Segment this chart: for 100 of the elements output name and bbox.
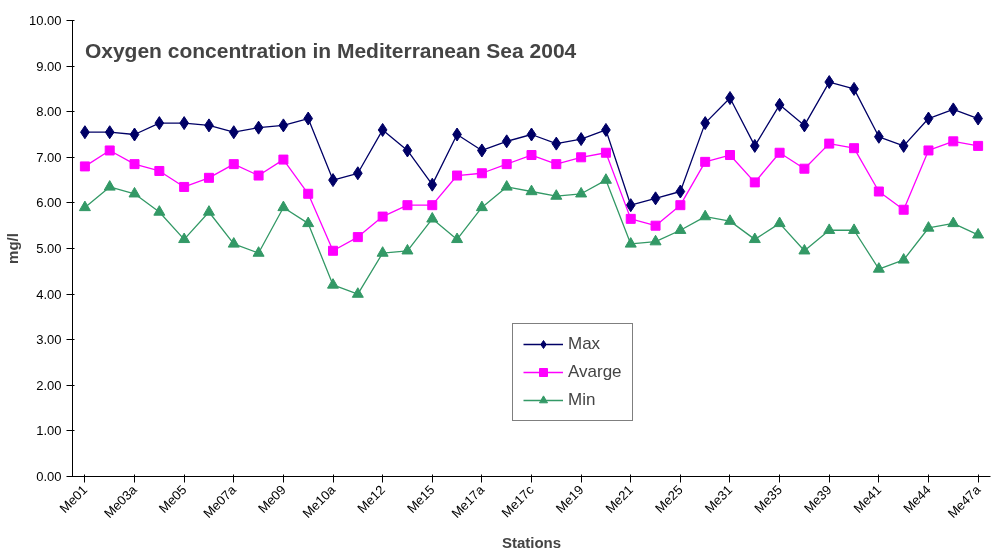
point: [774, 147, 785, 158]
y-tick-label: 5.00: [36, 241, 62, 256]
y-tick-label: 1.00: [36, 423, 62, 439]
point: [526, 127, 537, 142]
point: [179, 181, 190, 192]
point: [724, 150, 735, 161]
point: [898, 204, 909, 215]
point: [328, 245, 339, 256]
point: [575, 186, 588, 198]
point: [675, 200, 686, 211]
point: [401, 243, 414, 255]
point: [352, 166, 363, 181]
point: [872, 262, 885, 273]
point: [948, 102, 959, 117]
point: [427, 200, 438, 211]
point: [700, 116, 711, 131]
point: [700, 156, 711, 167]
point: [154, 116, 165, 131]
point: [103, 180, 116, 191]
point: [104, 125, 115, 140]
point: [402, 200, 413, 211]
point: [848, 223, 861, 234]
point: [625, 213, 636, 224]
point: [451, 232, 464, 244]
point: [78, 200, 91, 212]
point: [972, 227, 985, 239]
point: [624, 237, 637, 248]
legend-label: Min: [568, 390, 596, 410]
point: [178, 232, 191, 244]
point: [774, 97, 785, 112]
point: [873, 186, 884, 197]
point: [849, 143, 860, 154]
point: [550, 189, 563, 200]
point: [599, 173, 612, 184]
point: [377, 211, 388, 222]
point: [128, 186, 141, 198]
point: [302, 216, 315, 228]
point: [452, 170, 463, 181]
point: [202, 205, 215, 216]
point: [277, 200, 290, 212]
point: [376, 246, 389, 257]
point: [649, 234, 662, 246]
point: [426, 212, 439, 223]
point: [253, 120, 264, 135]
point: [824, 75, 835, 90]
point: [228, 159, 239, 170]
y-tick-label: 6.00: [36, 195, 62, 211]
point: [650, 220, 661, 231]
point: [551, 159, 562, 170]
point: [947, 216, 960, 228]
point: [327, 278, 340, 289]
point: [749, 177, 760, 188]
legend-label: Avarge: [568, 362, 622, 382]
y-tick-label: 2.00: [36, 377, 62, 393]
point: [576, 152, 587, 163]
point: [674, 223, 687, 234]
point: [352, 232, 363, 243]
point: [798, 243, 811, 255]
point: [525, 184, 538, 196]
point: [303, 111, 314, 126]
point: [699, 209, 712, 221]
point: [129, 159, 140, 170]
point: [303, 188, 314, 199]
text: Oxygen concentration in Mediterranean Sea 2004: [84, 38, 577, 62]
point: [252, 246, 265, 257]
point: [402, 143, 413, 158]
point: [278, 118, 289, 133]
point: [923, 111, 934, 126]
y-tick-label: 10.00: [28, 13, 62, 28]
point: [723, 214, 736, 225]
point: [129, 127, 140, 142]
point: [153, 205, 166, 216]
x-axis-title: Stations: [501, 534, 562, 552]
point: [749, 138, 760, 153]
point: [526, 150, 537, 161]
point: [476, 168, 487, 179]
point: [675, 184, 686, 199]
point: [824, 138, 835, 149]
point: [748, 232, 761, 244]
point: [475, 200, 488, 212]
point: [500, 180, 513, 191]
point: [625, 198, 636, 213]
point: [278, 154, 289, 165]
point: [377, 122, 388, 137]
y-tick-label: 4.00: [36, 286, 62, 302]
legend-label: Max: [568, 334, 601, 354]
point: [79, 161, 90, 172]
point: [551, 136, 562, 151]
point: [253, 170, 264, 181]
point: [351, 287, 364, 298]
y-tick-label: 0.00: [36, 469, 62, 484]
point: [898, 138, 909, 153]
y-tick-label: 9.00: [36, 58, 62, 74]
point: [773, 216, 786, 228]
point: [227, 237, 240, 248]
point: [823, 223, 836, 234]
point: [973, 140, 984, 151]
y-tick-label: 3.00: [36, 332, 62, 348]
point: [799, 118, 810, 133]
point: [923, 145, 934, 156]
